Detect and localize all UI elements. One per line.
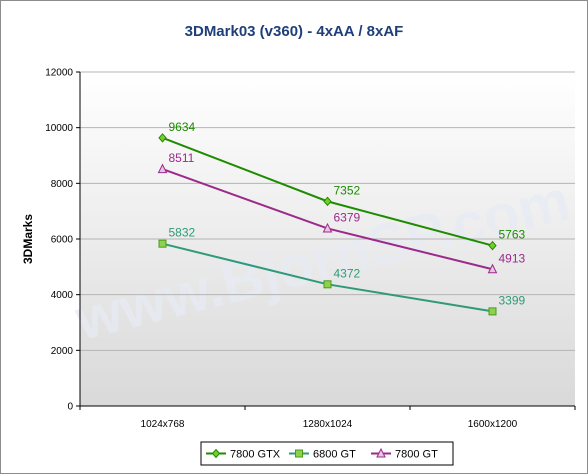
legend: 7800 GTX 6800 GT 7800 GT — [200, 441, 454, 466]
data-label-7800-gt: 4913 — [499, 251, 526, 265]
data-label-7800-gt: 8511 — [169, 151, 195, 165]
y-tick-label: 6000 — [51, 235, 74, 246]
y-tick-label: 10000 — [45, 123, 73, 134]
data-point-7800-gt — [322, 222, 333, 233]
y-tick-label: 2000 — [51, 346, 74, 357]
x-tick-label: 1024x768 — [141, 419, 185, 430]
data-label-7800-gt: 6379 — [334, 210, 361, 224]
data-label-6800-gt: 5832 — [169, 226, 196, 240]
data-point-6800-gt — [488, 307, 497, 316]
data-label-7800-gtx: 5763 — [499, 228, 526, 242]
x-tick-label: 1600x1200 — [468, 419, 518, 430]
y-tick-label: 8000 — [51, 179, 74, 190]
data-point-7800-gtx — [488, 240, 497, 251]
data-point-6800-gt — [323, 280, 332, 289]
legend-label-6800-gt: 6800 GT — [313, 449, 356, 461]
plot-area: www.BjornSP.com0200040006000800010000120… — [45, 68, 576, 431]
data-point-7800-gtx — [323, 196, 332, 207]
chart-title: 3DMark03 (v360) - 4xAA / 8xAF — [185, 23, 404, 40]
data-label-7800-gtx: 7352 — [334, 183, 361, 197]
data-point-6800-gt — [158, 239, 167, 248]
x-tick-label: 1280x1024 — [303, 419, 353, 430]
y-tick-label: 0 — [67, 402, 73, 413]
y-tick-label: 12000 — [45, 68, 73, 79]
legend-marker-6800-gt — [295, 449, 303, 458]
legend-marker-7800-gtx — [211, 448, 221, 459]
y-tick-label: 4000 — [51, 290, 74, 301]
data-label-6800-gt: 3399 — [499, 293, 526, 307]
data-point-7800-gt — [157, 163, 168, 174]
data-label-7800-gtx: 9634 — [169, 120, 196, 134]
legend-marker-7800-gt — [376, 447, 386, 458]
legend-label-7800-gt: 7800 GT — [395, 449, 438, 461]
data-point-7800-gt — [487, 263, 498, 274]
legend-label-7800-gtx: 7800 GTX — [230, 449, 281, 461]
y-axis-label: 3DMarks — [21, 214, 35, 264]
data-point-7800-gtx — [158, 133, 167, 143]
legend-box — [200, 441, 454, 466]
data-label-6800-gt: 4372 — [334, 266, 361, 280]
